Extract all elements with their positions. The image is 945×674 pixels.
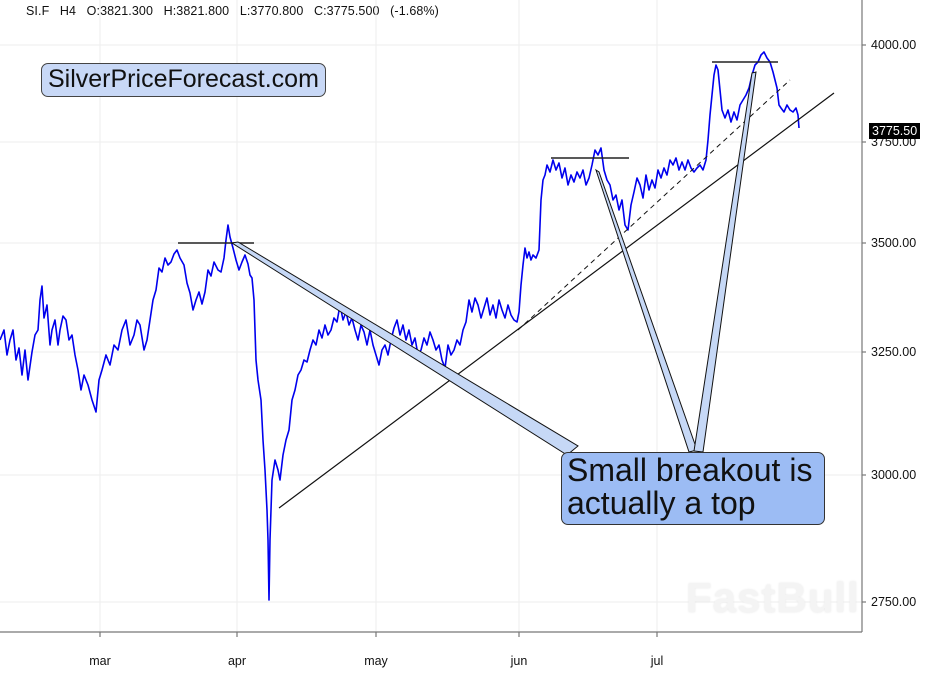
x-tick-label: jul [650,654,664,668]
y-tick-label: 3500.00 [871,236,917,250]
open-value: O:3821.300 [86,4,154,18]
x-tick-label: apr [227,654,247,668]
high-value: H:3821.800 [163,4,230,18]
y-tick-label: 3250.00 [871,345,917,359]
y-tick-label: 2750.00 [871,595,917,609]
watermark-logo: FastBull [686,574,860,621]
callout-line-1: Small breakout is [567,452,813,488]
y-tick-label: 3000.00 [871,468,917,482]
ohlc-header: SI.F H4 O:3821.300 H:3821.800 L:3770.800… [26,4,446,18]
callout-line-2: actually a top [567,485,756,521]
price-line [0,51,800,601]
y-tick-label: 4000.00 [871,38,917,52]
close-value: C:3775.500 [313,4,380,18]
timeframe: H4 [59,4,77,18]
x-tick-label: jun [510,654,528,668]
last-price-badge: 3775.50 [869,123,921,139]
symbol: SI.F [26,4,50,18]
callout-pointers [230,71,757,456]
low-value: L:3770.800 [239,4,304,18]
change-percent: (-1.68%) [390,4,439,18]
axes [0,0,866,637]
x-tick-label: mar [89,654,111,668]
brand-label: SilverPriceForecast.com [41,63,326,97]
x-tick-label: may [364,654,388,668]
callout-box: Small breakout is actually a top [561,452,825,525]
resistance-lines [178,61,778,244]
